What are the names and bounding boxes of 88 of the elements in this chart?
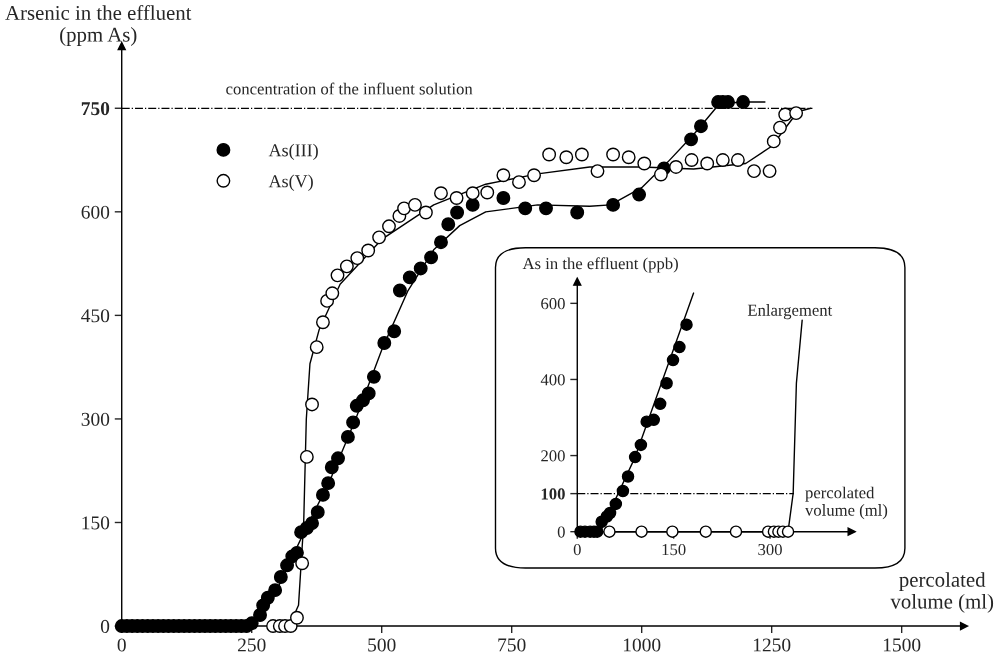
point xyxy=(673,340,686,354)
x-tick-label: 0 xyxy=(117,638,126,652)
point xyxy=(309,340,324,355)
y-axis-title: Arsenic in the effluent (ppm As) xyxy=(5,5,192,46)
x-tick-label: 500 xyxy=(368,638,396,652)
point xyxy=(330,268,345,283)
point xyxy=(603,506,617,520)
point xyxy=(512,175,526,190)
point xyxy=(715,153,730,167)
point xyxy=(653,397,667,411)
point xyxy=(781,525,795,538)
y-tick-label: 600 xyxy=(81,205,110,219)
legend-label: As(III) xyxy=(268,143,318,161)
point xyxy=(325,286,340,301)
y-tick-label: 150 xyxy=(82,516,110,530)
point xyxy=(542,147,557,162)
point xyxy=(647,413,660,427)
point xyxy=(700,156,715,171)
x-tick-label: 0 xyxy=(573,543,581,556)
point xyxy=(699,525,713,538)
point xyxy=(496,168,511,183)
point xyxy=(590,164,605,179)
point xyxy=(382,219,396,234)
x-tick-label: 300 xyxy=(758,543,782,556)
point xyxy=(653,167,668,182)
point xyxy=(684,153,699,167)
point xyxy=(418,205,433,220)
y-tick-label: 600 xyxy=(541,298,565,310)
y-tick-label: 200 xyxy=(541,450,565,462)
point xyxy=(449,191,464,205)
point xyxy=(634,438,648,452)
point xyxy=(609,497,623,511)
point xyxy=(773,120,787,135)
point xyxy=(290,610,304,625)
legend-label: As(V) xyxy=(268,174,313,191)
point xyxy=(616,484,630,498)
point xyxy=(527,168,541,183)
point xyxy=(574,147,589,162)
point xyxy=(397,201,412,216)
point xyxy=(361,243,376,258)
point xyxy=(621,150,636,165)
x-axis-title: percolated volume (ml) xyxy=(805,486,888,520)
point xyxy=(669,160,683,174)
point xyxy=(434,186,448,201)
point xyxy=(730,153,745,167)
point xyxy=(729,525,743,538)
point xyxy=(762,164,777,179)
ref-line-label: concentration of the influent solution xyxy=(226,82,473,95)
y-tick-label: 400 xyxy=(540,374,565,386)
point xyxy=(666,525,679,538)
point xyxy=(606,147,621,162)
x-axis-title: percolated volume (ml) xyxy=(890,572,994,613)
x-tick-label: 750 xyxy=(498,638,526,652)
x-tick-label: 1250 xyxy=(753,638,791,652)
y-tick-label: 750 xyxy=(81,102,110,116)
annotation: Enlargement xyxy=(747,304,833,320)
y-tick-label: 300 xyxy=(81,412,110,426)
point xyxy=(747,164,761,179)
point xyxy=(621,470,635,483)
point xyxy=(465,186,480,201)
y-tick-label: 0 xyxy=(557,526,565,538)
point xyxy=(637,156,652,171)
y-tick-label: 100 xyxy=(541,488,565,500)
x-tick-label: 150 xyxy=(662,543,686,556)
y-tick-label: 450 xyxy=(81,309,110,323)
point xyxy=(680,318,693,331)
y-tick-label: 0 xyxy=(100,619,110,633)
point xyxy=(666,353,680,367)
x-tick-label: 1500 xyxy=(883,638,921,652)
point xyxy=(766,134,781,149)
y-axis-title: As in the effluent (ppb) xyxy=(522,257,678,273)
point xyxy=(628,450,642,464)
point xyxy=(350,251,365,266)
point xyxy=(660,377,673,390)
point xyxy=(480,185,495,200)
x-tick-label: 1000 xyxy=(623,638,661,652)
point xyxy=(305,397,319,412)
point xyxy=(635,525,648,538)
point xyxy=(299,449,314,464)
point xyxy=(372,230,387,245)
point xyxy=(295,556,310,571)
point xyxy=(408,197,422,212)
point xyxy=(603,525,616,538)
point xyxy=(339,259,354,274)
x-tick-label: 250 xyxy=(237,638,266,652)
point xyxy=(559,150,574,165)
point xyxy=(789,106,804,121)
point xyxy=(316,315,330,330)
